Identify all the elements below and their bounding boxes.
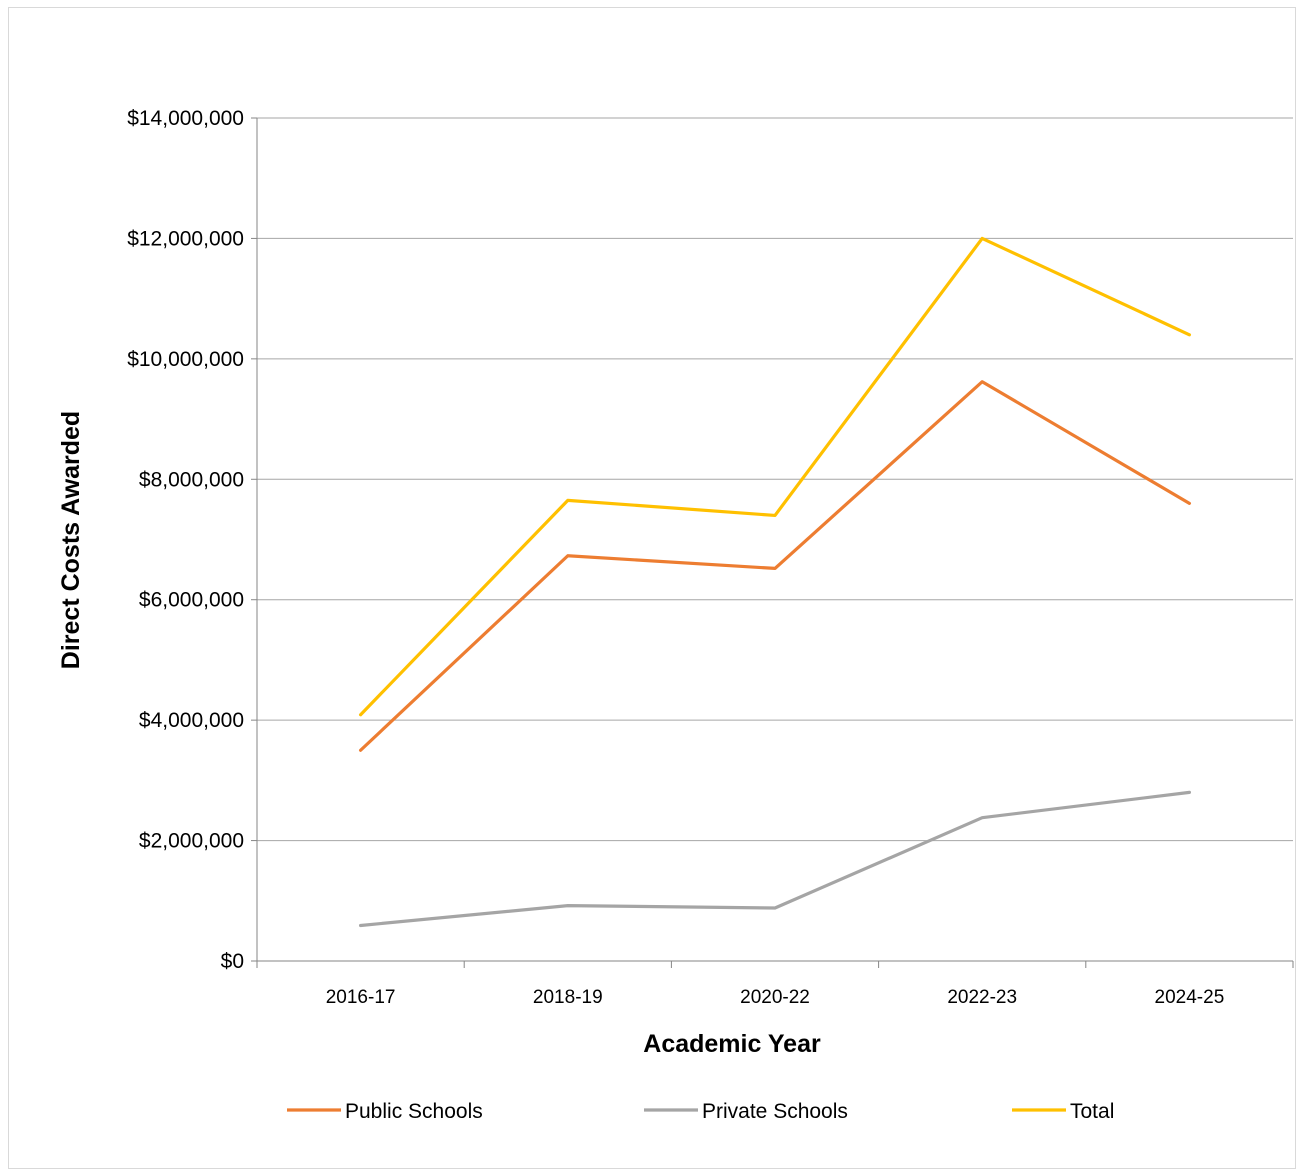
x-axis-title: Academic Year: [643, 1030, 821, 1058]
x-tick-label: 2016-17: [326, 987, 396, 1008]
x-tick-label: 2024-25: [1155, 987, 1225, 1008]
series-line-public-schools: [359, 380, 1192, 752]
gridlines: [257, 117, 1293, 842]
legend-label: Total: [1070, 1100, 1114, 1123]
y-tick-label: $2,000,000: [139, 830, 244, 853]
y-tick-label: $12,000,000: [127, 227, 244, 250]
y-tick-label: $10,000,000: [127, 348, 244, 371]
y-tick-labels: $0 $2,000,000 $4,000,000 $6,000,000 $8,000,0…: [127, 107, 244, 973]
y-tick-label: $4,000,000: [139, 709, 244, 732]
legend-item: Private Schools: [644, 1100, 848, 1123]
x-tick-label: 2020-22: [740, 987, 810, 1008]
y-tick-label: $8,000,000: [139, 468, 244, 491]
series-lines: [359, 236, 1192, 928]
axes: [251, 117, 1294, 968]
series-line-total: [359, 236, 1192, 717]
legend-label: Public Schools: [345, 1100, 483, 1123]
y-tick-label: $0: [221, 950, 244, 973]
legend-item: Public Schools: [287, 1100, 483, 1123]
series-line-private-schools: [359, 790, 1192, 928]
y-axis-title: Direct Costs Awarded: [57, 411, 85, 669]
legend-label: Private Schools: [702, 1100, 848, 1123]
x-tick-labels: 2016-17 2018-19 2020-22 2022-23 2024-25: [326, 987, 1225, 1008]
legend: Public Schools Private Schools Total: [287, 1100, 1114, 1123]
y-tick-label: $14,000,000: [127, 107, 244, 130]
legend-item: Total: [1012, 1100, 1114, 1123]
y-tick-label: $6,000,000: [139, 589, 244, 612]
x-tick-label: 2022-23: [947, 987, 1017, 1008]
chart-frame: [8, 7, 1296, 1169]
x-tick-label: 2018-19: [533, 987, 603, 1008]
